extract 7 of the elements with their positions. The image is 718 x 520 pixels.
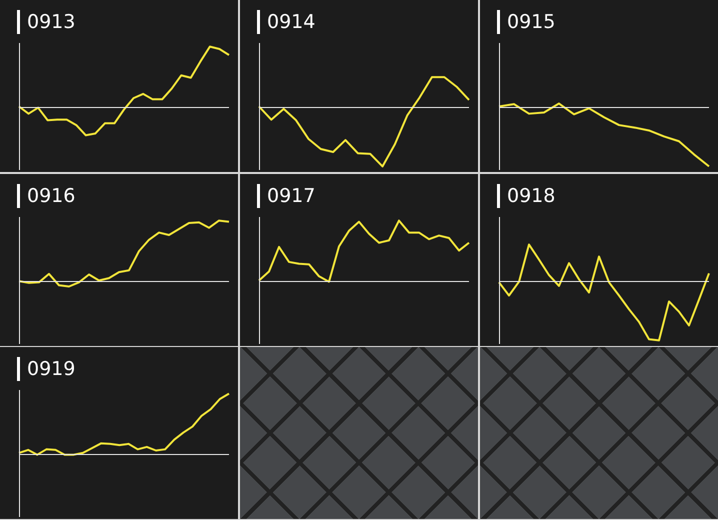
chart-title: 0919 (17, 357, 76, 381)
chart-title: 0913 (17, 10, 76, 34)
chart-title: 0916 (17, 184, 76, 208)
chart-title: 0918 (497, 184, 556, 208)
chart-title: 0917 (257, 184, 316, 208)
chart-title: 0914 (257, 10, 316, 34)
chart-title: 0915 (497, 10, 556, 34)
